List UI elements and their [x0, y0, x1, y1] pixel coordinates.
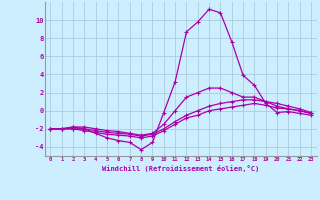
- X-axis label: Windchill (Refroidissement éolien,°C): Windchill (Refroidissement éolien,°C): [102, 165, 260, 172]
